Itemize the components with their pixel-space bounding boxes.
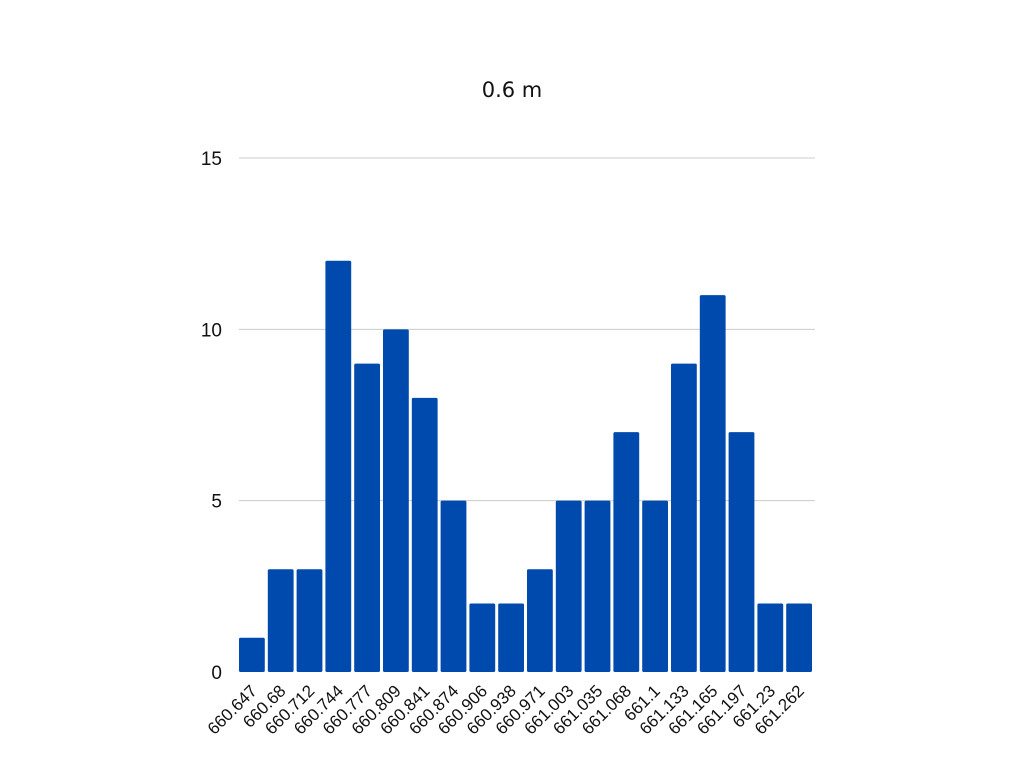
bars — [239, 260, 812, 672]
bar — [411, 397, 438, 672]
y-tick-label: 0 — [211, 663, 222, 684]
y-tick-label: 5 — [211, 492, 222, 513]
y-axis-ticks: 0 5 10 15 — [201, 149, 222, 684]
y-tick-label: 15 — [201, 149, 222, 170]
bar — [757, 603, 784, 672]
bar — [728, 432, 755, 672]
bar — [325, 260, 352, 672]
bar — [699, 295, 726, 672]
bar — [527, 569, 553, 672]
bar — [383, 329, 409, 672]
bar — [440, 500, 467, 672]
bar — [469, 603, 496, 672]
chart-title: 0.6 m — [481, 78, 543, 102]
bar — [613, 432, 640, 672]
bar — [642, 500, 668, 672]
bar — [555, 500, 582, 672]
bar — [498, 603, 524, 672]
bar — [671, 363, 697, 672]
bar — [354, 363, 380, 672]
bar — [267, 569, 294, 672]
bar — [786, 603, 812, 672]
bar — [296, 569, 323, 672]
y-tick-label: 10 — [201, 320, 222, 341]
x-axis-ticks: 660.647660.68660.712660.744660.777660.80… — [204, 681, 808, 738]
bar — [239, 637, 265, 672]
bar — [584, 500, 611, 672]
